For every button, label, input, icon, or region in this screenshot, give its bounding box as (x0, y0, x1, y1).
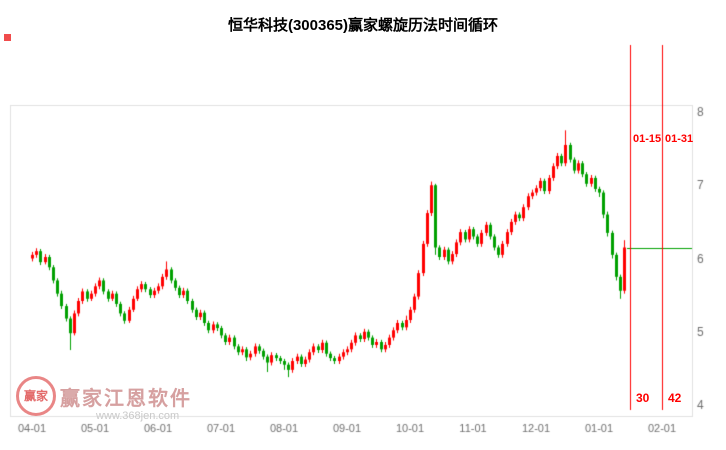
watermark: 赢家 赢家江恩软件 www.368jen.com (14, 374, 244, 426)
watermark-url: www.368jen.com (96, 410, 180, 422)
brand-logo-text: 赢家 (23, 389, 48, 403)
cycle-date-label-1: 01-15 (633, 133, 662, 145)
cycle-number-label-2: 42 (668, 391, 682, 405)
brand-logo-icon: 赢家 (16, 376, 56, 416)
cycle-date-label-2: 01-31 (665, 133, 694, 145)
cycle-number-label-1: 30 (636, 391, 650, 405)
watermark-brand: 赢家江恩软件 (60, 388, 192, 410)
